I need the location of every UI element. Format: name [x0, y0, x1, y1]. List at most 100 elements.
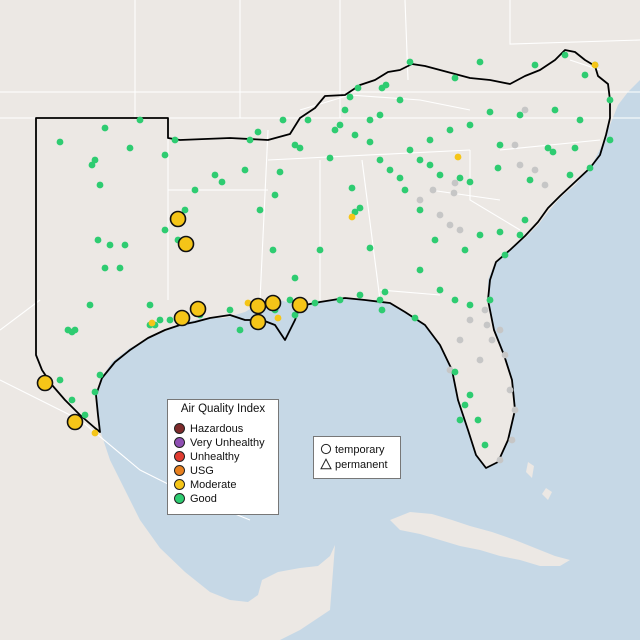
monitor-moderate[interactable]: [454, 153, 462, 161]
monitor-no-data[interactable]: [496, 326, 504, 334]
monitor-good[interactable]: [276, 168, 284, 176]
monitor-good[interactable]: [581, 71, 589, 79]
monitor-good[interactable]: [526, 176, 534, 184]
monitor-moderate-large[interactable]: [36, 374, 54, 392]
monitor-good[interactable]: [466, 301, 474, 309]
monitor-no-data[interactable]: [476, 356, 484, 364]
monitor-good[interactable]: [494, 164, 502, 172]
monitor-good[interactable]: [88, 161, 96, 169]
monitor-moderate[interactable]: [591, 61, 599, 69]
monitor-good[interactable]: [246, 136, 254, 144]
monitor-good[interactable]: [296, 144, 304, 152]
monitor-no-data[interactable]: [436, 211, 444, 219]
monitor-good[interactable]: [516, 111, 524, 119]
monitor-no-data[interactable]: [466, 316, 474, 324]
monitor-no-data[interactable]: [541, 181, 549, 189]
monitor-good[interactable]: [416, 206, 424, 214]
monitor-no-data[interactable]: [511, 406, 519, 414]
monitor-good[interactable]: [411, 314, 419, 322]
monitor-moderate-large[interactable]: [249, 313, 267, 331]
monitor-good[interactable]: [466, 391, 474, 399]
monitor-good[interactable]: [161, 151, 169, 159]
monitor-no-data[interactable]: [483, 321, 491, 329]
monitor-good[interactable]: [386, 166, 394, 174]
monitor-good[interactable]: [606, 96, 614, 104]
monitor-no-data[interactable]: [416, 196, 424, 204]
monitor-good[interactable]: [431, 236, 439, 244]
monitor-good[interactable]: [376, 111, 384, 119]
monitor-moderate[interactable]: [148, 319, 156, 327]
monitor-good[interactable]: [146, 301, 154, 309]
monitor-good[interactable]: [348, 184, 356, 192]
monitor-good[interactable]: [451, 74, 459, 82]
monitor-good[interactable]: [226, 306, 234, 314]
monitor-good[interactable]: [346, 93, 354, 101]
monitor-good[interactable]: [366, 138, 374, 146]
monitor-good[interactable]: [291, 311, 299, 319]
monitor-good[interactable]: [161, 226, 169, 234]
monitor-good[interactable]: [91, 156, 99, 164]
monitor-good[interactable]: [426, 136, 434, 144]
monitor-good[interactable]: [376, 156, 384, 164]
monitor-good[interactable]: [436, 171, 444, 179]
monitor-good[interactable]: [406, 58, 414, 66]
monitor-good[interactable]: [241, 166, 249, 174]
monitor-good[interactable]: [156, 316, 164, 324]
monitor-good[interactable]: [476, 231, 484, 239]
monitor-good[interactable]: [406, 146, 414, 154]
monitor-good[interactable]: [586, 164, 594, 172]
monitor-no-data[interactable]: [501, 351, 509, 359]
monitor-no-data[interactable]: [506, 386, 514, 394]
monitor-no-data[interactable]: [511, 141, 519, 149]
monitor-good[interactable]: [94, 236, 102, 244]
monitor-good[interactable]: [474, 416, 482, 424]
monitor-good[interactable]: [549, 148, 557, 156]
monitor-good[interactable]: [401, 186, 409, 194]
monitor-good[interactable]: [71, 326, 79, 334]
monitor-good[interactable]: [96, 181, 104, 189]
monitor-good[interactable]: [166, 316, 174, 324]
monitor-good[interactable]: [531, 61, 539, 69]
monitor-no-data[interactable]: [429, 186, 437, 194]
monitor-good[interactable]: [378, 306, 386, 314]
monitor-moderate-large[interactable]: [169, 210, 187, 228]
monitor-no-data[interactable]: [451, 179, 459, 187]
monitor-moderate[interactable]: [244, 299, 252, 307]
monitor-good[interactable]: [254, 128, 262, 136]
monitor-no-data[interactable]: [456, 336, 464, 344]
monitor-good[interactable]: [456, 416, 464, 424]
monitor-good[interactable]: [336, 121, 344, 129]
monitor-good[interactable]: [456, 174, 464, 182]
monitor-no-data[interactable]: [481, 306, 489, 314]
monitor-good[interactable]: [544, 144, 552, 152]
monitor-good[interactable]: [486, 108, 494, 116]
monitor-good[interactable]: [291, 274, 299, 282]
monitor-good[interactable]: [136, 116, 144, 124]
monitor-moderate-large[interactable]: [291, 296, 309, 314]
monitor-good[interactable]: [271, 191, 279, 199]
monitor-good[interactable]: [279, 116, 287, 124]
monitor-good[interactable]: [396, 174, 404, 182]
monitor-good[interactable]: [116, 264, 124, 272]
monitor-good[interactable]: [451, 368, 459, 376]
monitor-good[interactable]: [351, 208, 359, 216]
monitor-good[interactable]: [356, 204, 364, 212]
monitor-no-data[interactable]: [488, 336, 496, 344]
monitor-good[interactable]: [269, 246, 277, 254]
monitor-moderate-large[interactable]: [66, 413, 84, 431]
monitor-good[interactable]: [446, 126, 454, 134]
monitor-no-data[interactable]: [516, 161, 524, 169]
monitor-good[interactable]: [496, 141, 504, 149]
monitor-good[interactable]: [56, 376, 64, 384]
monitor-moderate-large[interactable]: [177, 235, 195, 253]
monitor-moderate[interactable]: [348, 213, 356, 221]
monitor-good[interactable]: [461, 401, 469, 409]
monitor-good[interactable]: [91, 388, 99, 396]
monitor-good[interactable]: [331, 126, 339, 134]
monitor-good[interactable]: [366, 116, 374, 124]
monitor-good[interactable]: [336, 296, 344, 304]
monitor-good[interactable]: [326, 154, 334, 162]
monitor-good[interactable]: [286, 296, 294, 304]
monitor-good[interactable]: [68, 396, 76, 404]
monitor-moderate[interactable]: [91, 429, 99, 437]
